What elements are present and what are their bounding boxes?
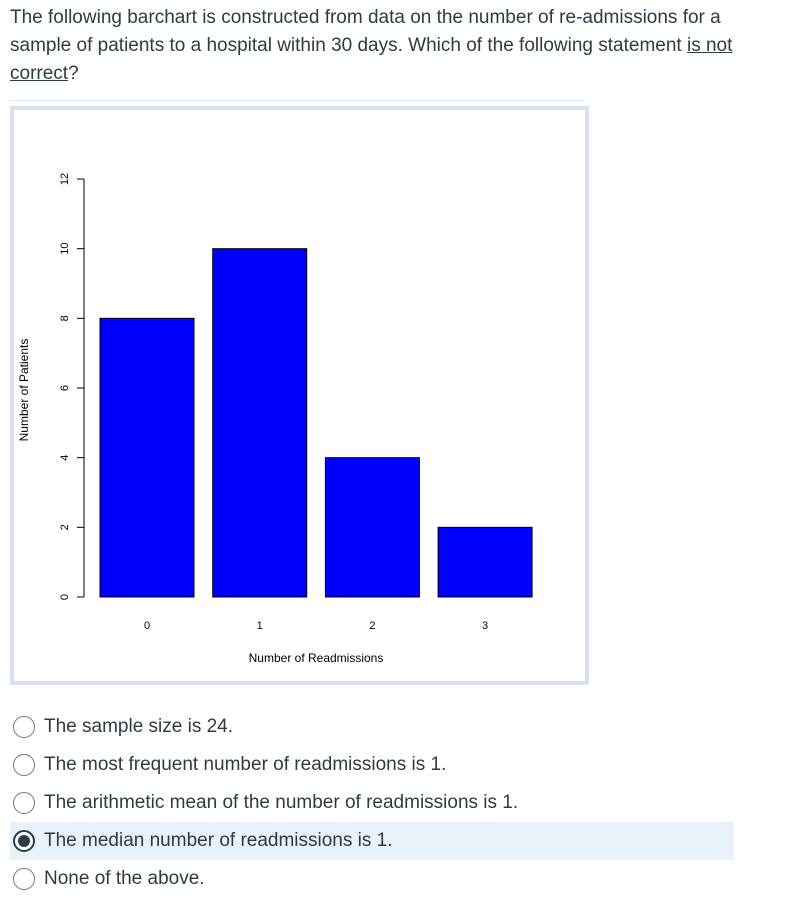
x-tick-label: 0 (144, 620, 150, 632)
answer-list: The sample size is 24. The most frequent… (10, 708, 734, 898)
answer-option-3[interactable]: The arithmetic mean of the number of rea… (10, 784, 734, 822)
radio-button-icon[interactable] (13, 868, 35, 890)
x-axis-label: Number of Readmissions (249, 651, 384, 665)
bar (324, 457, 420, 598)
question-text: The following barchart is constructed fr… (10, 4, 745, 88)
answer-label: None of the above. (44, 868, 205, 889)
bar (437, 526, 533, 598)
y-tick-label: 2 (59, 524, 71, 530)
answer-label: The arithmetic mean of the number of rea… (44, 792, 519, 813)
answer-label: The most frequent number of readmissions… (44, 754, 447, 775)
answer-option-4[interactable]: The median number of readmissions is 1. (10, 822, 734, 860)
radio-button-icon[interactable] (13, 830, 35, 852)
question-emphasis: is not correct (10, 35, 733, 84)
question-text-start: The following barchart is constructed fr… (10, 7, 721, 56)
bar (212, 248, 308, 598)
answer-option-5[interactable]: None of the above. (10, 860, 734, 898)
x-tick-label: 1 (257, 620, 263, 632)
answer-label: The median number of readmissions is 1. (44, 830, 393, 851)
answer-label: The sample size is 24. (44, 716, 234, 737)
y-tick-label: 0 (59, 594, 71, 600)
radio-button-icon[interactable] (13, 792, 35, 814)
answer-option-1[interactable]: The sample size is 24. (10, 708, 734, 746)
y-tick-label: 4 (59, 455, 71, 461)
y-tick-label: 10 (59, 243, 71, 255)
question-text-end: ? (68, 63, 79, 84)
radio-button-icon[interactable] (13, 716, 35, 738)
radio-button-icon[interactable] (13, 754, 35, 776)
y-tick-label: 8 (59, 315, 71, 321)
bar (99, 317, 195, 598)
answer-option-2[interactable]: The most frequent number of readmissions… (10, 746, 734, 784)
y-tick-label: 6 (59, 385, 71, 391)
y-tick-label: 12 (59, 173, 71, 185)
x-tick-label: 2 (369, 620, 375, 632)
bar-chart: 0 2 4 6 8 10 12 Number of Patients 0 1 2 3 Number of… (10, 106, 589, 685)
y-axis-label: Number of Patients (17, 339, 31, 442)
divider (10, 100, 585, 101)
x-tick-label: 3 (482, 620, 488, 632)
